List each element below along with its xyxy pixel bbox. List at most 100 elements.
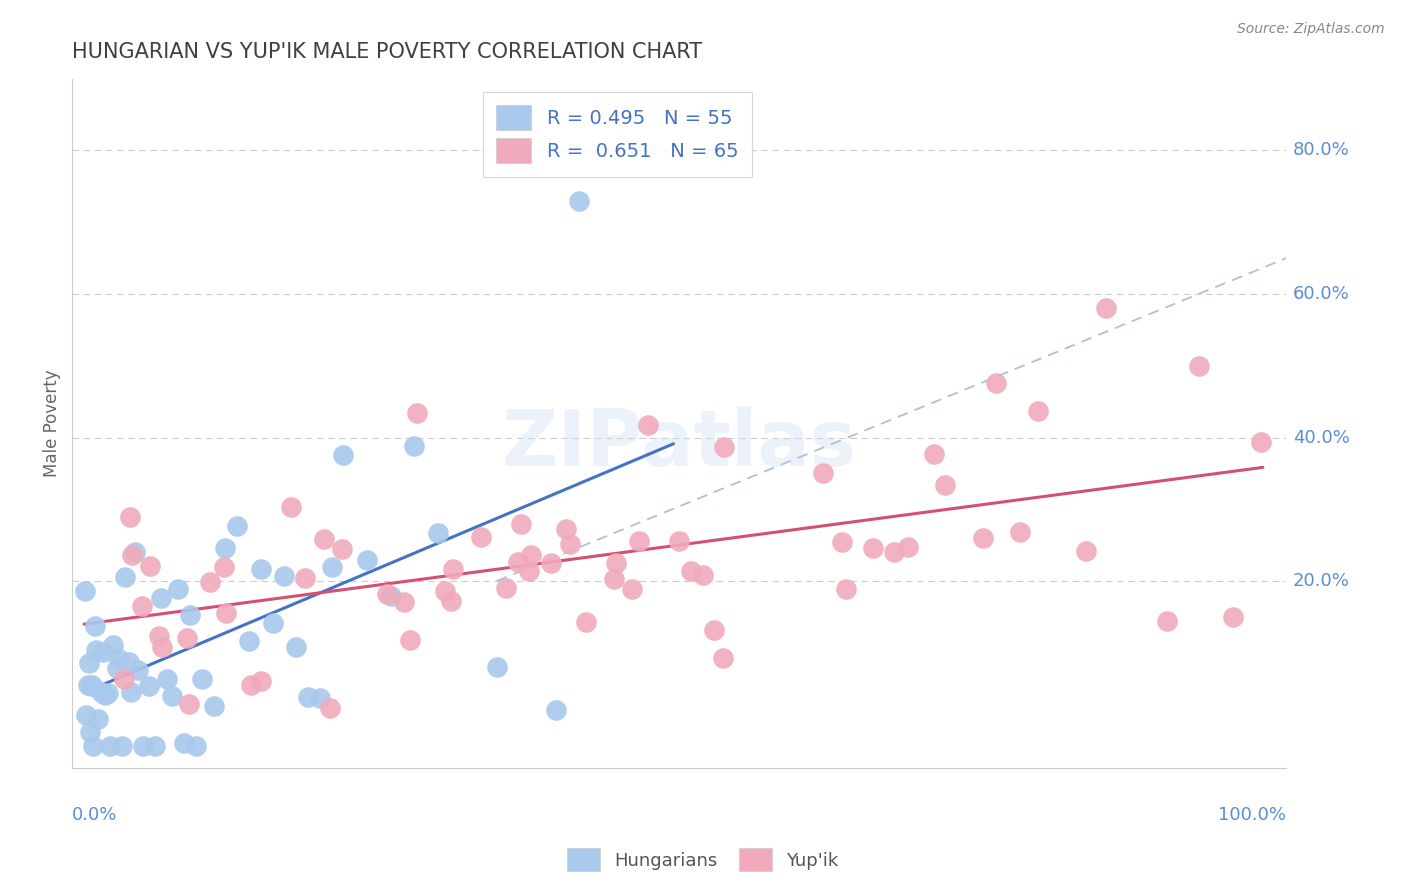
Hungarians (83, 619, 105, 633)
Yup'ik (713, 440, 735, 454)
Yup'ik (627, 534, 650, 549)
Hungarians (108, 652, 131, 666)
Yup'ik (176, 631, 198, 645)
Hungarians (89, 685, 111, 699)
Yup'ik (318, 701, 340, 715)
Yup'ik (139, 558, 162, 573)
Yup'ik (1222, 610, 1244, 624)
Yup'ik (621, 582, 644, 596)
Hungarians (238, 634, 260, 648)
Yup'ik (540, 557, 562, 571)
Hungarians (82, 739, 104, 754)
Hungarians (94, 688, 117, 702)
Hungarians (124, 545, 146, 559)
Yup'ik (239, 678, 262, 692)
Hungarians (262, 616, 284, 631)
Hungarians (356, 552, 378, 566)
Yup'ik (637, 417, 659, 432)
Hungarians (184, 739, 207, 754)
Yup'ik (406, 406, 429, 420)
Yup'ik (441, 561, 464, 575)
Yup'ik (312, 532, 335, 546)
Yup'ik (668, 534, 690, 549)
Hungarians (87, 712, 110, 726)
Hungarians (98, 739, 121, 754)
Yup'ik (1026, 404, 1049, 418)
Y-axis label: Male Poverty: Male Poverty (44, 369, 60, 477)
Yup'ik (558, 537, 581, 551)
Hungarians (332, 449, 354, 463)
Yup'ik (1156, 615, 1178, 629)
Hungarians (321, 560, 343, 574)
Yup'ik (1188, 359, 1211, 373)
Text: 0.0%: 0.0% (72, 805, 118, 823)
Hungarians (97, 686, 120, 700)
Hungarians (202, 698, 225, 713)
Yup'ik (1076, 544, 1098, 558)
Yup'ik (118, 510, 141, 524)
Hungarians (149, 591, 172, 605)
Yup'ik (679, 565, 702, 579)
Yup'ik (603, 573, 626, 587)
Hungarians (91, 645, 114, 659)
Hungarians (544, 703, 567, 717)
Yup'ik (330, 541, 353, 556)
Yup'ik (862, 541, 884, 556)
Yup'ik (1250, 435, 1272, 450)
Hungarians (114, 570, 136, 584)
Yup'ik (831, 534, 853, 549)
Hungarians (84, 642, 107, 657)
Text: 60.0%: 60.0% (1292, 285, 1350, 303)
Hungarians (138, 679, 160, 693)
Yup'ik (1095, 301, 1118, 316)
Yup'ik (212, 559, 235, 574)
Yup'ik (470, 530, 492, 544)
Hungarians (127, 663, 149, 677)
Text: 100.0%: 100.0% (1219, 805, 1286, 823)
Hungarians (143, 739, 166, 754)
Yup'ik (883, 544, 905, 558)
Text: 20.0%: 20.0% (1292, 572, 1350, 591)
Yup'ik (148, 629, 170, 643)
Yup'ik (506, 555, 529, 569)
Yup'ik (280, 500, 302, 514)
Yup'ik (440, 594, 463, 608)
Hungarians (191, 673, 214, 687)
Legend: R = 0.495   N = 55, R =  0.651   N = 65: R = 0.495 N = 55, R = 0.651 N = 65 (482, 92, 752, 177)
Hungarians (76, 678, 98, 692)
Hungarians (162, 689, 184, 703)
Hungarians (103, 638, 125, 652)
Yup'ik (510, 517, 533, 532)
Yup'ik (377, 587, 399, 601)
Yup'ik (811, 466, 834, 480)
Hungarians (75, 707, 97, 722)
Yup'ik (605, 556, 627, 570)
Hungarians (297, 690, 319, 704)
Hungarians (111, 739, 134, 754)
Yup'ik (575, 615, 598, 629)
Hungarians (426, 526, 449, 541)
Hungarians (75, 584, 97, 599)
Hungarians (404, 439, 426, 453)
Yup'ik (121, 549, 143, 563)
Yup'ik (703, 624, 725, 638)
Yup'ik (294, 572, 316, 586)
Yup'ik (555, 522, 578, 536)
Yup'ik (520, 548, 543, 562)
Yup'ik (392, 595, 415, 609)
Hungarians (155, 673, 177, 687)
Hungarians (105, 661, 128, 675)
Text: 80.0%: 80.0% (1292, 141, 1350, 160)
Yup'ik (433, 583, 456, 598)
Legend: Hungarians, Yup'ik: Hungarians, Yup'ik (560, 841, 846, 879)
Hungarians (179, 608, 201, 623)
Yup'ik (922, 447, 945, 461)
Yup'ik (198, 574, 221, 589)
Text: 40.0%: 40.0% (1292, 428, 1350, 447)
Yup'ik (495, 581, 517, 595)
Hungarians (132, 739, 155, 754)
Hungarians (380, 589, 402, 603)
Yup'ik (177, 697, 200, 711)
Yup'ik (250, 674, 273, 689)
Hungarians (173, 736, 195, 750)
